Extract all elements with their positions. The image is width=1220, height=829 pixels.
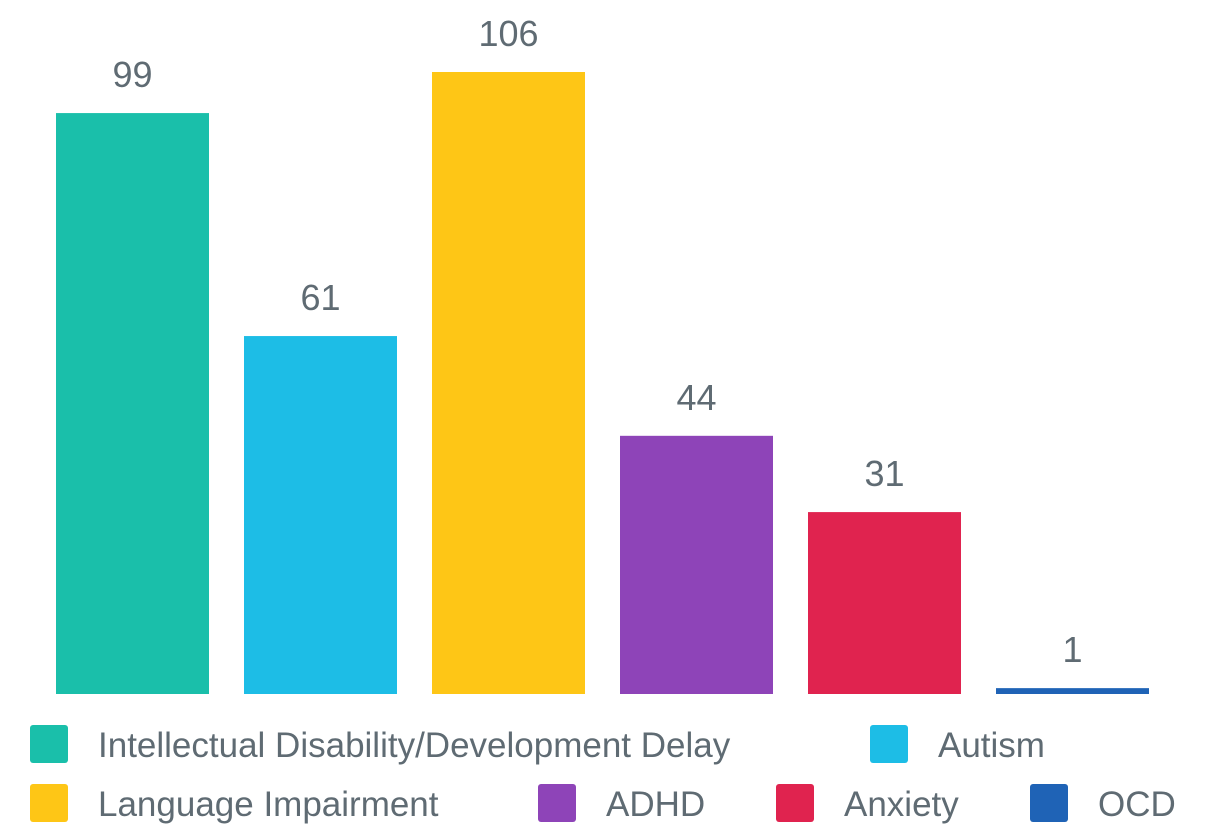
data-label-3: 44 [676,377,716,418]
legend-item-3[interactable]: ADHD [538,784,705,824]
data-label-2: 106 [478,13,538,54]
legend-label-5: OCD [1098,785,1176,824]
bar-1 [244,336,397,694]
legend-swatch-2 [30,784,68,822]
bar-5 [996,688,1149,694]
legend-swatch-1 [870,725,908,763]
legend-label-0: Intellectual Disability/Development Dela… [98,726,731,765]
data-labels-layer: 99 61 106 44 31 1 [112,13,1082,670]
bars-layer [56,72,1149,695]
legend-label-2: Language Impairment [98,785,439,824]
bar-4 [808,512,961,694]
data-label-0: 99 [112,54,152,95]
legend-swatch-3 [538,784,576,822]
legend-item-2[interactable]: Language Impairment [30,784,439,824]
legend-label-3: ADHD [606,785,705,824]
bar-0 [56,113,209,695]
legend-label-4: Anxiety [844,785,959,824]
legend-label-1: Autism [938,726,1045,765]
data-label-1: 61 [300,277,340,318]
legend-swatch-4 [776,784,814,822]
legend-item-0[interactable]: Intellectual Disability/Development Dela… [30,725,731,765]
legend: Intellectual Disability/Development Dela… [30,725,1176,824]
legend-item-4[interactable]: Anxiety [776,784,959,824]
bar-2 [432,72,585,694]
bar-3 [620,435,773,694]
data-label-4: 31 [864,453,904,494]
data-label-5: 1 [1062,629,1082,670]
legend-swatch-5 [1030,784,1068,822]
legend-item-5[interactable]: OCD [1030,784,1176,824]
legend-swatch-0 [30,725,68,763]
legend-item-1[interactable]: Autism [870,725,1045,765]
